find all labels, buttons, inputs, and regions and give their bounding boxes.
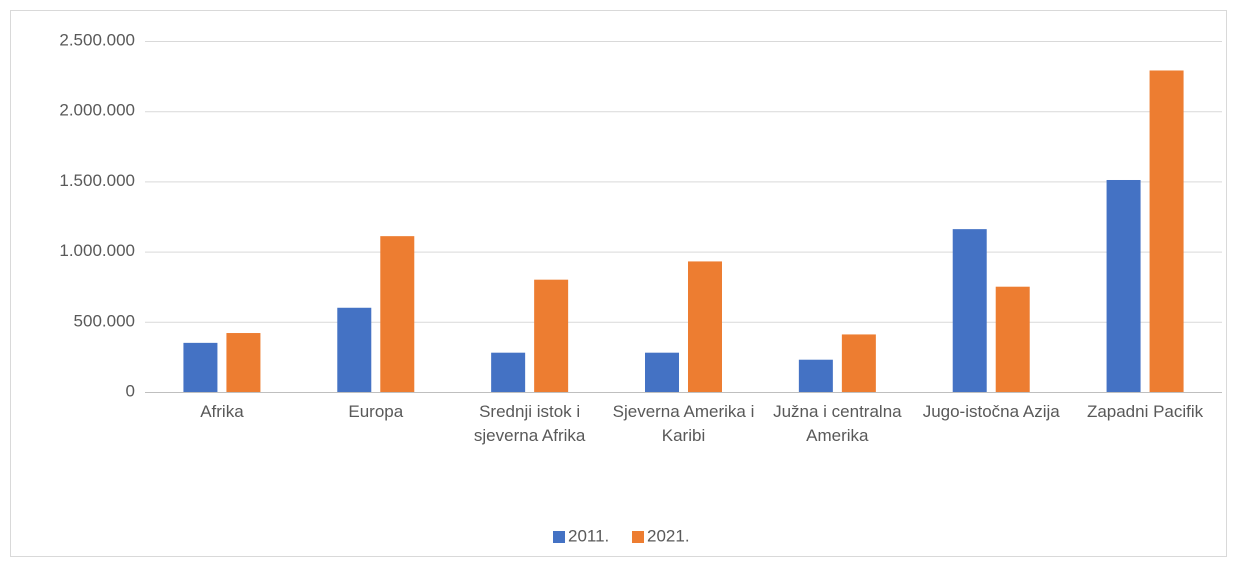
x-tick-label: Srednji istok i sjeverna Afrika	[473, 402, 586, 445]
bar	[688, 261, 722, 392]
legend-swatch	[632, 531, 644, 543]
y-tick-label: 1.000.000	[59, 241, 135, 260]
bar	[1149, 70, 1184, 392]
x-tick-label: Europa	[348, 402, 404, 421]
bar	[380, 236, 415, 392]
bar	[798, 359, 833, 392]
bar	[491, 352, 526, 392]
chart-border	[10, 10, 1227, 557]
x-tick-label: Afrika	[200, 402, 244, 421]
bar	[337, 307, 372, 392]
bar	[995, 286, 1030, 392]
legend-label: 2021.	[647, 526, 690, 545]
legend-swatch	[553, 531, 565, 543]
bar	[226, 333, 261, 392]
x-tick-label: Jugo-istočna Azija	[922, 402, 1060, 421]
x-tick-label: Južna i centralna Amerika	[773, 402, 902, 445]
y-tick-label: 0	[126, 381, 135, 400]
y-tick-label: 2.000.000	[59, 101, 135, 120]
bar	[952, 229, 987, 392]
x-tick-label: Sjeverna Amerika i Karibi	[612, 402, 755, 445]
y-tick-label: 2.500.000	[59, 30, 135, 49]
x-tick-label: Zapadni Pacifik	[1086, 402, 1204, 421]
bar	[534, 279, 569, 392]
bar	[183, 342, 218, 392]
legend-label: 2011.	[568, 526, 609, 545]
bar	[645, 352, 679, 392]
bar	[841, 334, 876, 392]
bar	[1106, 179, 1141, 392]
y-tick-label: 1.500.000	[59, 171, 135, 190]
y-tick-label: 500.000	[74, 311, 135, 330]
